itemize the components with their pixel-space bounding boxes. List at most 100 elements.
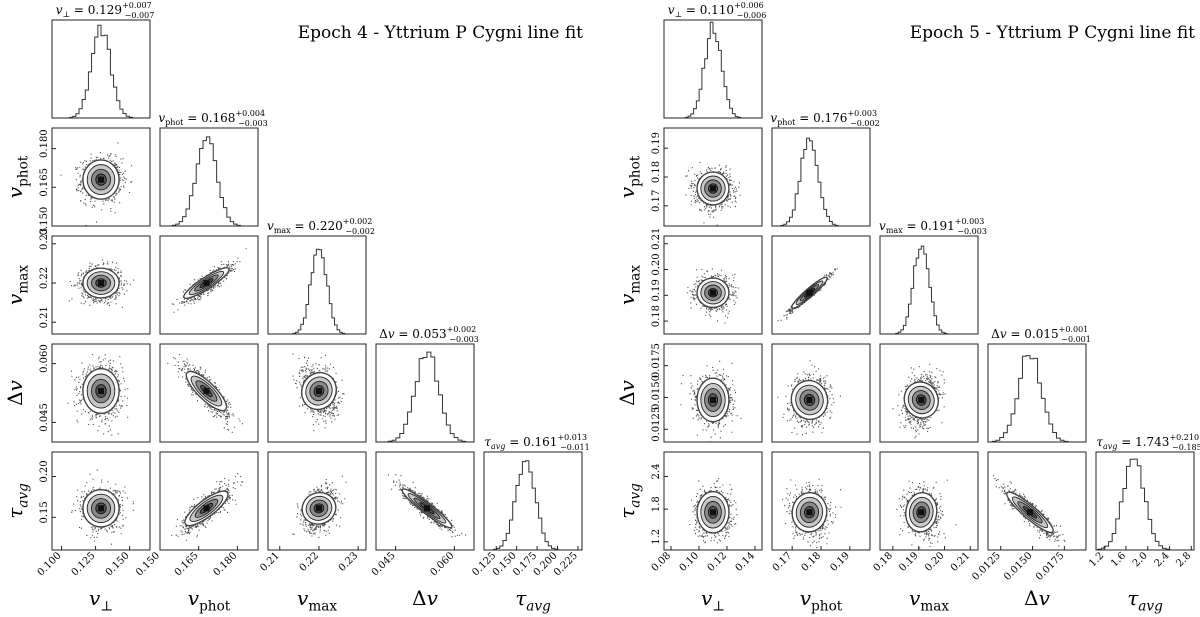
x-tick-label: 2.4 (1153, 550, 1172, 569)
posterior-summary-label: v⊥ = 0.110+0.006 −0.006 (668, 1, 767, 20)
posterior-summary-label: τavg = 1.743+0.210 −0.185 (1096, 433, 1200, 452)
sample-points (292, 475, 347, 538)
svg-text:vphot: vphot (615, 155, 644, 198)
svg-text:v⊥: v⊥ (89, 586, 113, 615)
density-peak (710, 509, 716, 516)
scatter-panel-4-0: 0.100 0.125 0.150 v⊥ 0.15 0.20 τavg (3, 451, 151, 615)
svg-text:vmax: vmax (615, 265, 644, 305)
x-tick-label: 0.14 (734, 550, 758, 574)
y-axis-label: τavg (615, 483, 644, 519)
density-peak (98, 388, 104, 395)
panel-frame (51, 127, 151, 227)
density-peak (710, 397, 716, 403)
x-axis-label: vphot (188, 586, 231, 615)
posterior-summary-label: vphot = 0.176+0.003 −0.002 (770, 109, 879, 128)
histogram-step (780, 137, 839, 226)
x-axis-label: vphot (800, 586, 843, 615)
panel-frame (267, 235, 367, 335)
y-tick-label: 0.165 (39, 168, 50, 197)
panel-frame (1095, 451, 1195, 551)
scatter-panel-4-3: 0.045 0.060 Δv (370, 451, 475, 610)
x-axis-label: v⊥ (701, 586, 725, 615)
sample-points (686, 268, 740, 324)
sample-points (782, 478, 842, 549)
panel-frame (267, 451, 367, 551)
posterior-summary-label: vmax = 0.191+0.003 −0.003 (879, 217, 987, 236)
x-tick-label: 0.225 (552, 550, 580, 578)
x-tick-label: 0.150 (104, 550, 132, 578)
scatter-panel-2-1 (771, 235, 871, 335)
sample-points (777, 268, 838, 322)
x-tick-label: 2.0 (1131, 550, 1150, 569)
x-tick-label: 0.19 (897, 550, 921, 574)
svg-text:vphot: vphot (188, 586, 231, 615)
x-tick-label: 0.18 (800, 550, 824, 574)
panel-frame (51, 19, 151, 119)
panel-frame (51, 235, 151, 335)
histogram-1: vphot = 0.168+0.004 −0.003 (158, 109, 268, 227)
x-tick-label: 0.0175 (1034, 550, 1067, 583)
y-tick-label: 0.18 (651, 305, 662, 327)
corner-plot-5: Epoch 5 - Yttrium P Cygni line fit v⊥ = 0… (615, 1, 1200, 615)
svg-text:τavg: τavg (515, 586, 551, 615)
x-tick-label: 0.12 (706, 550, 730, 574)
density-peak (710, 185, 716, 192)
sample-points (689, 478, 738, 544)
histogram-2: vmax = 0.220+0.002 −0.002 (267, 217, 375, 335)
y-tick-label: 0.23 (39, 228, 50, 250)
panel-frame (987, 343, 1087, 443)
y-tick-label: 0.15 (39, 501, 50, 523)
panel-frame (879, 235, 979, 335)
svg-text:Δv: Δv (3, 379, 27, 405)
scatter-panel-4-0: 0.08 0.10 0.12 0.14 v⊥ 1.2 1.8 2.4 τavg (615, 451, 763, 615)
svg-text:vmax: vmax (297, 586, 337, 615)
y-tick-label: 0.0125 (651, 407, 662, 442)
histogram-step (171, 136, 241, 226)
x-tick-label: 0.20 (923, 550, 947, 574)
x-tick-label: 0.180 (211, 550, 239, 578)
panel-frame (771, 235, 871, 335)
panel-frame (663, 343, 763, 443)
x-axis-label: vmax (909, 586, 949, 615)
density-peak (806, 509, 813, 516)
posterior-summary-label: vmax = 0.220+0.002 −0.002 (267, 217, 375, 236)
y-tick-label: 0.150 (39, 207, 50, 236)
x-tick-label: 1.6 (1109, 550, 1128, 569)
y-tick-label: 0.0150 (651, 375, 662, 410)
histogram-1: vphot = 0.176+0.003 −0.002 (770, 109, 880, 227)
y-axis-label: Δv (3, 379, 27, 405)
svg-text:vmax: vmax (3, 265, 32, 305)
panel-frame (159, 451, 259, 551)
x-tick-label: 0.18 (871, 550, 895, 574)
svg-text:Δv: Δv (1024, 586, 1050, 610)
panel-frame (771, 343, 871, 443)
y-tick-label: 0.20 (651, 253, 662, 275)
x-axis-label: Δv (412, 586, 438, 610)
scatter-panel-3-0: 0.045 0.060 Δv (3, 343, 151, 443)
x-tick-label: 0.21 (949, 550, 973, 574)
histogram-step (492, 460, 559, 550)
chart-title: Epoch 5 - Yttrium P Cygni line fit (910, 23, 1195, 43)
panel-frame (267, 343, 367, 443)
panel-frame (483, 451, 583, 551)
sample-points (685, 161, 741, 226)
sample-points (387, 474, 467, 538)
posterior-summary-label: vphot = 0.168+0.004 −0.003 (158, 109, 267, 128)
sample-points (680, 360, 742, 442)
y-tick-label: 1.2 (651, 529, 662, 545)
sample-points (892, 363, 946, 439)
scatter-panel-2-0: 0.18 0.19 0.20 0.21 vmax (615, 228, 763, 335)
y-tick-label: 0.17 (651, 190, 662, 212)
histogram-0: v⊥ = 0.129+0.007 −0.007 (51, 1, 154, 119)
sample-points (171, 248, 247, 313)
chart-title: Epoch 4 - Yttrium P Cygni line fit (298, 23, 583, 43)
density-peak (806, 289, 813, 296)
density-peak (423, 505, 430, 512)
posterior-summary-label: Δv = 0.053+0.002 −0.003 (379, 325, 479, 344)
density-peak (98, 176, 104, 183)
panel-frame (663, 451, 763, 551)
y-tick-label: 0.180 (39, 129, 50, 158)
panel-frame (375, 343, 475, 443)
